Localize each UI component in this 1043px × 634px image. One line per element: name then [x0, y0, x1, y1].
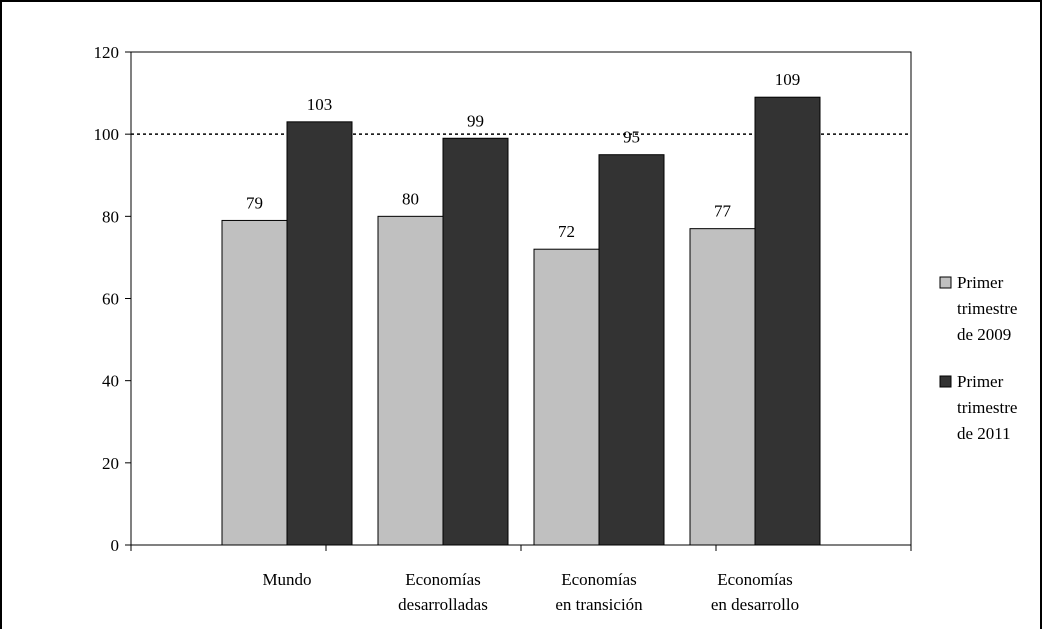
y-tick-label: 0 [111, 536, 120, 555]
x-category-label: Economías en desarrollo [711, 570, 799, 614]
legend-label: Primer trimestre de 2011 [957, 372, 1017, 443]
x-category-label: Mundo [262, 570, 311, 589]
bar [377, 215, 444, 546]
legend-label-line: trimestre [957, 398, 1017, 417]
y-tick-label: 20 [102, 454, 119, 473]
data-label: 99 [467, 111, 484, 130]
y-tick-label: 80 [102, 207, 119, 226]
bar [754, 96, 821, 546]
x-category-label-line: desarrolladas [398, 595, 488, 614]
data-label: 103 [307, 95, 333, 114]
x-category-label-line: en transición [555, 595, 643, 614]
data-label: 79 [246, 193, 263, 212]
legend-swatch [939, 276, 952, 289]
bar [286, 121, 353, 546]
data-label: 95 [623, 128, 640, 147]
data-label: 80 [402, 189, 419, 208]
bar [221, 219, 288, 546]
x-category-label-line: en desarrollo [711, 595, 799, 614]
x-category-label-line: Economías [717, 570, 793, 589]
x-category-label: Economías desarrolladas [398, 570, 488, 614]
x-category-label: Economías en transición [555, 570, 643, 614]
data-label: 72 [558, 222, 575, 241]
x-category-label-line: Economías [561, 570, 637, 589]
legend-swatch [939, 375, 952, 388]
data-label: 77 [714, 202, 732, 221]
y-tick-label: 60 [102, 290, 119, 309]
y-tick-label: 40 [102, 372, 119, 391]
data-label: 109 [775, 70, 801, 89]
legend-label: Primer trimestre de 2009 [957, 273, 1017, 344]
bar [689, 228, 756, 546]
x-category-label-line: Economías [405, 570, 481, 589]
legend-label-line: Primer [957, 372, 1004, 391]
bar [442, 137, 509, 546]
legend-label-line: trimestre [957, 299, 1017, 318]
legend-label-line: Primer [957, 273, 1004, 292]
legend-label-line: de 2011 [957, 424, 1011, 443]
bar [533, 248, 600, 546]
y-tick-label: 120 [94, 43, 120, 62]
y-tick-label: 100 [94, 125, 120, 144]
legend-label-line: de 2009 [957, 325, 1011, 344]
x-category-label-line: Mundo [262, 570, 311, 589]
bar [598, 154, 665, 546]
